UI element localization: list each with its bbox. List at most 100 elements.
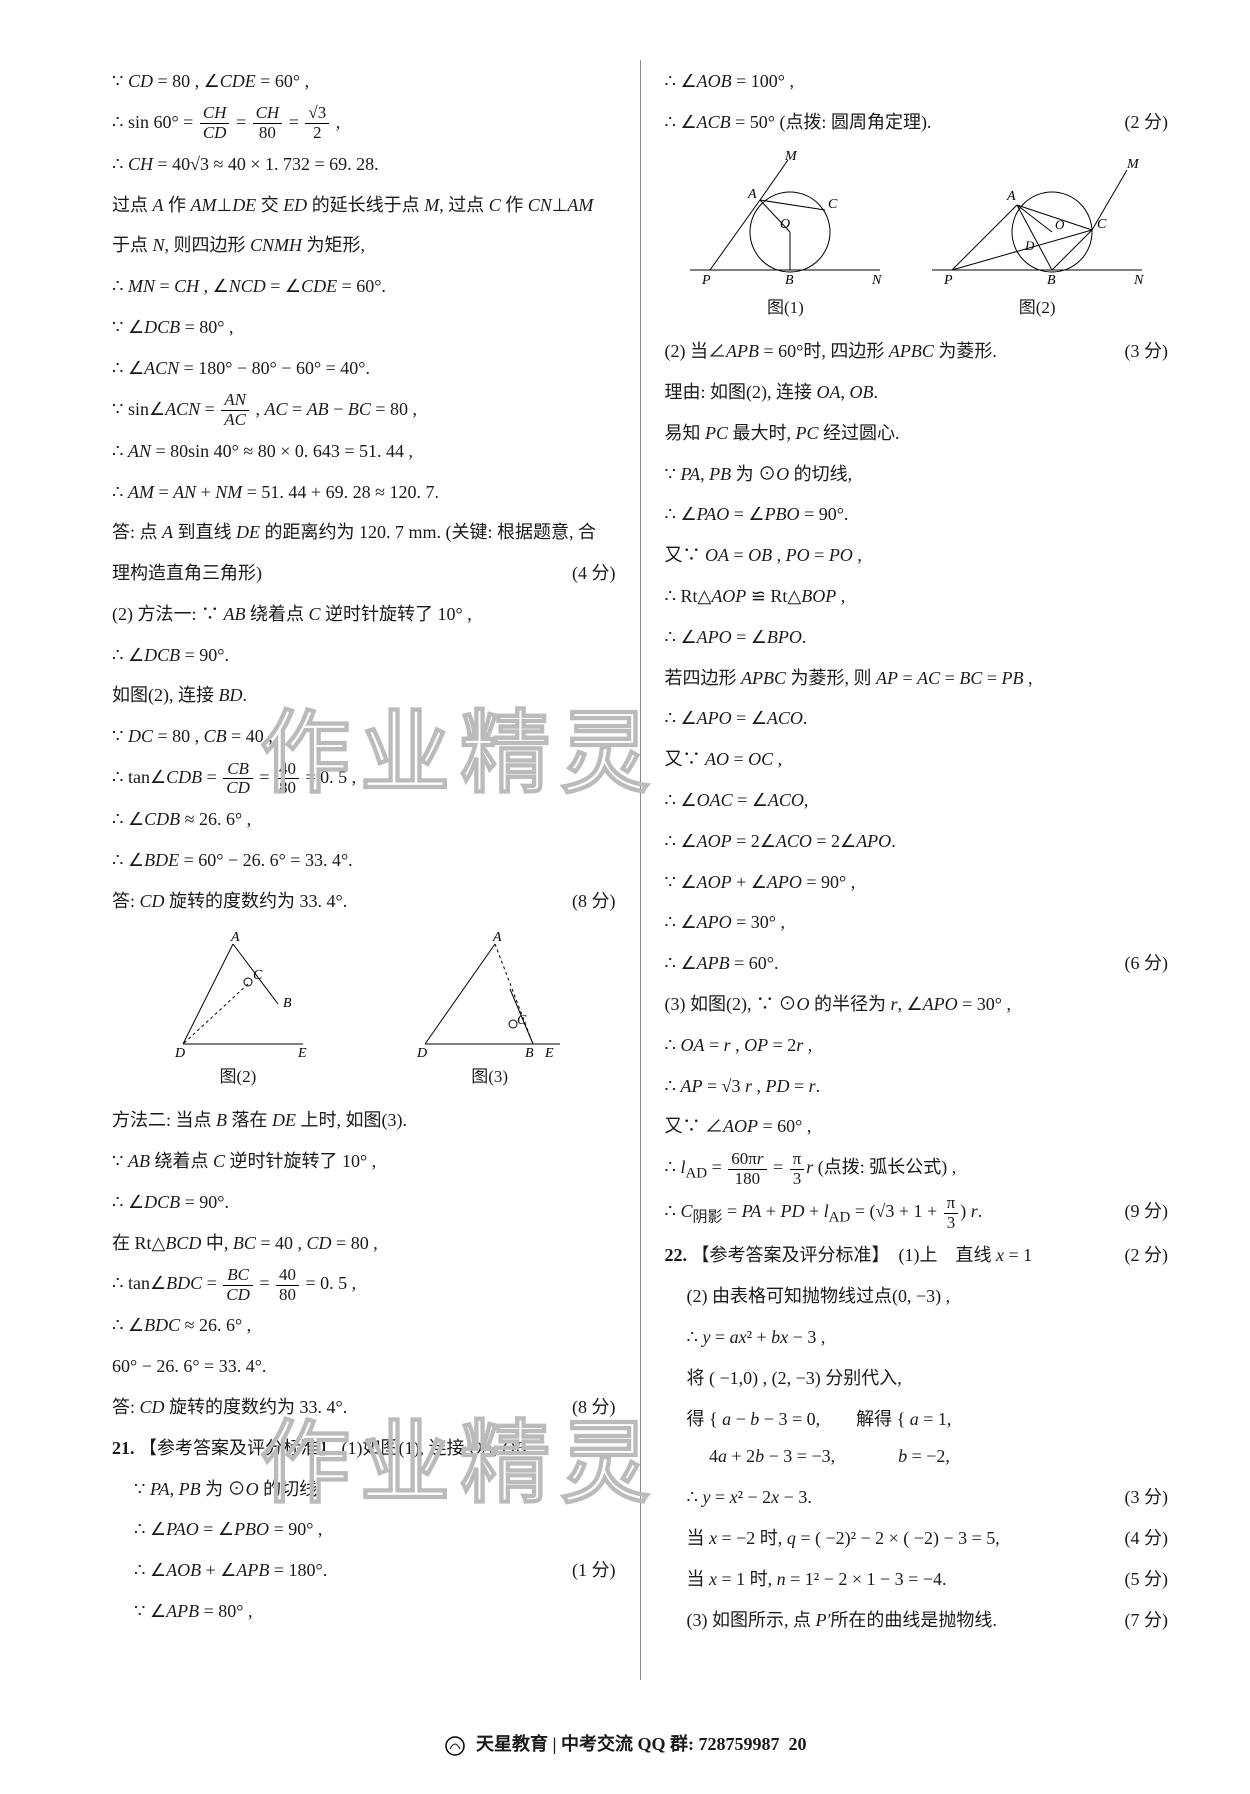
svg-text:C: C bbox=[517, 1013, 527, 1028]
text-line: ∴ ∠APB = 60°.(6 分) bbox=[665, 945, 1169, 983]
question-22: 22. 【参考答案及评分标准】 (1)上 直线 x = 1(2 分) (2) 由… bbox=[665, 1237, 1169, 1639]
text-line: (3) 如图所示, 点 P′所在的曲线是抛物线.(7 分) bbox=[687, 1602, 1169, 1640]
text-line: ∴ ∠OAC = ∠ACO, bbox=[665, 782, 1169, 820]
text-line: ∴ ∠AOB = 100° , bbox=[665, 63, 1169, 101]
q22-heading: 22. 【参考答案及评分标准】 (1)上 直线 x = 1(2 分) bbox=[665, 1237, 1169, 1275]
svg-text:P: P bbox=[943, 273, 953, 288]
svg-text:P: P bbox=[701, 273, 711, 288]
text-line: ∵ ∠APB = 80° , bbox=[134, 1593, 616, 1631]
triangle-diagram-icon: A B C D E bbox=[153, 929, 323, 1059]
fig3-label: 图(3) bbox=[405, 1059, 575, 1095]
text-line: ∴ ∠BDC ≈ 26. 6° , bbox=[112, 1307, 616, 1345]
text-line: (2) 方法一: ∵ AB 绕着点 C 逆时针旋转了 10° , bbox=[112, 596, 616, 634]
text-line: 于点 N, 则四边形 CNMH 为矩形, bbox=[112, 227, 616, 265]
text-line: ∴ Rt△AOP ≌ Rt△BOP , bbox=[665, 578, 1169, 616]
text-line: ∵ PA, PB 为 ⊙O 的切线, bbox=[665, 456, 1169, 494]
circle-rhombus-diagram-icon: M A C O D P B N bbox=[922, 150, 1152, 290]
svg-text:M: M bbox=[1126, 157, 1140, 172]
text-line: ∵ sin∠ACN = ANAC , AC = AB − BC = 80 , bbox=[112, 391, 616, 430]
text-line: 得 { a − b − 3 = 0, 解得 { a = 1, 4a + 2b −… bbox=[687, 1401, 1169, 1477]
text-line: ∵ AB 绕着点 C 逆时针旋转了 10° , bbox=[112, 1143, 616, 1181]
text-line: 易知 PC 最大时, PC 经过圆心. bbox=[665, 415, 1169, 453]
text-line: ∴ tan∠CDB = CBCD = 4080 = 0. 5 , bbox=[112, 759, 616, 798]
logo-icon bbox=[444, 1735, 466, 1757]
text-line: 又∵ ∠AOP = 60° , bbox=[665, 1108, 1169, 1146]
svg-text:N: N bbox=[1133, 273, 1144, 288]
svg-text:E: E bbox=[297, 1046, 307, 1059]
page-number: 20 bbox=[788, 1734, 806, 1754]
footer-brand: 天星教育 bbox=[476, 1734, 548, 1754]
text-line: ∴ AP = √3 r , PD = r. bbox=[665, 1068, 1169, 1106]
svg-text:D: D bbox=[174, 1046, 185, 1059]
text-line: ∴ ∠DCB = 90°. bbox=[112, 1184, 616, 1222]
text-line: (2) 由表格可知抛物线过点(0, −3) , bbox=[687, 1278, 1169, 1316]
svg-text:E: E bbox=[544, 1046, 554, 1059]
text-line: ∴ MN = CH , ∠NCD = ∠CDE = 60°. bbox=[112, 268, 616, 306]
text-line: 方法二: 当点 B 落在 DE 上时, 如图(3). bbox=[112, 1102, 616, 1140]
question-21: 21. 【参考答案及评分标准】 (1)如图(1), 连接 OA, OB. ∵ P… bbox=[112, 1430, 616, 1631]
text-line: 将 ( −1,0) , (2, −3) 分别代入, bbox=[687, 1360, 1169, 1398]
svg-text:B: B bbox=[525, 1046, 534, 1059]
footer-group: 中考交流 QQ 群: 728759987 bbox=[561, 1734, 780, 1754]
page-footer: 天星教育 | 中考交流 QQ 群: 728759987 20 bbox=[0, 1726, 1250, 1764]
figure-2-left: A B C D E 图(2) bbox=[153, 929, 323, 1095]
text-line: ∴ y = x² − 2x − 3.(3 分) bbox=[687, 1479, 1169, 1517]
text-line: ∴ ∠PAO = ∠PBO = 90° , bbox=[134, 1511, 616, 1549]
two-column-layout: ∵ CD = 80 , ∠CDE = 60° ,∴ sin 60° = CHCD… bbox=[100, 60, 1180, 1680]
svg-text:C: C bbox=[1097, 217, 1107, 232]
right-text-block-2: (2) 当∠APB = 60°时, 四边形 APBC 为菱形.(3 分)理由: … bbox=[665, 333, 1169, 1234]
text-line: 当 x = 1 时, n = 1² − 2 × 1 − 3 = −4.(5 分) bbox=[687, 1561, 1169, 1599]
svg-text:D: D bbox=[416, 1046, 427, 1059]
text-line: ∴ ∠CDB ≈ 26. 6° , bbox=[112, 801, 616, 839]
figure-3-left: A C D B E 图(3) bbox=[405, 929, 575, 1095]
text-line: ∵ ∠AOP + ∠APO = 90° , bbox=[665, 864, 1169, 902]
text-line: ∴ ∠APO = ∠ACO. bbox=[665, 700, 1169, 738]
text-line: ∴ lAD = 60πr180 = π3r (点拨: 弧长公式) , bbox=[665, 1149, 1169, 1190]
svg-text:A: A bbox=[230, 930, 240, 945]
text-line: ∵ ∠DCB = 80° , bbox=[112, 309, 616, 347]
text-line: ∴ C阴影 = PA + PD + lAD = (√3 + 1 + π3) r.… bbox=[665, 1193, 1169, 1234]
text-line: 若四边形 APBC 为菱形, 则 AP = AC = BC = PB , bbox=[665, 660, 1169, 698]
svg-text:B: B bbox=[283, 996, 292, 1011]
text-line: 答: 点 A 到直线 DE 的距离约为 120. 7 mm. (关键: 根据题意… bbox=[112, 514, 616, 552]
figure-1-right: M C A O P B N 图(1) bbox=[680, 150, 890, 326]
text-line: ∴ ∠AOP = 2∠ACO = 2∠APO. bbox=[665, 823, 1169, 861]
text-line: 60° − 26. 6° = 33. 4°. bbox=[112, 1348, 616, 1386]
text-line: ∴ AM = AN + NM = 51. 44 + 69. 28 ≈ 120. … bbox=[112, 474, 616, 512]
svg-text:B: B bbox=[785, 273, 794, 288]
text-line: 理由: 如图(2), 连接 OA, OB. bbox=[665, 374, 1169, 412]
text-line: (2) 当∠APB = 60°时, 四边形 APBC 为菱形.(3 分) bbox=[665, 333, 1169, 371]
text-line: ∴ sin 60° = CHCD = CH80 = √32 , bbox=[112, 104, 616, 143]
left-text-block-1: ∵ CD = 80 , ∠CDE = 60° ,∴ sin 60° = CHCD… bbox=[112, 63, 616, 921]
svg-text:N: N bbox=[871, 273, 882, 288]
text-line: ∵ CD = 80 , ∠CDE = 60° , bbox=[112, 63, 616, 101]
text-line: ∴ OA = r , OP = 2r , bbox=[665, 1027, 1169, 1065]
text-line: (3) 如图(2), ∵ ⊙O 的半径为 r, ∠APO = 30° , bbox=[665, 986, 1169, 1024]
text-line: ∴ tan∠BDC = BCCD = 4080 = 0. 5 , bbox=[112, 1265, 616, 1304]
fig1-label-right: 图(1) bbox=[680, 290, 890, 326]
text-line: 过点 A 作 AM⊥DE 交 ED 的延长线于点 M, 过点 C 作 CN⊥AM bbox=[112, 187, 616, 225]
svg-text:A: A bbox=[492, 930, 502, 945]
text-line: 又∵ OA = OB , PO = PO , bbox=[665, 537, 1169, 575]
left-column: ∵ CD = 80 , ∠CDE = 60° ,∴ sin 60° = CHCD… bbox=[100, 60, 641, 1680]
fig2-label-right: 图(2) bbox=[922, 290, 1152, 326]
text-line: ∴ AN = 80sin 40° ≈ 80 × 0. 643 = 51. 44 … bbox=[112, 433, 616, 471]
text-line: 答: CD 旋转的度数约为 33. 4°.(8 分) bbox=[112, 1389, 616, 1427]
circle-tangent-diagram-icon: M C A O P B N bbox=[680, 150, 890, 290]
svg-text:D: D bbox=[1024, 238, 1035, 253]
left-text-block-2: 方法二: 当点 B 落在 DE 上时, 如图(3).∵ AB 绕着点 C 逆时针… bbox=[112, 1102, 616, 1427]
svg-text:O: O bbox=[780, 217, 790, 232]
text-line: ∴ ∠APO = 30° , bbox=[665, 904, 1169, 942]
q21-body: ∵ PA, PB 为 ⊙O 的切线,∴ ∠PAO = ∠PBO = 90° ,∴… bbox=[112, 1471, 616, 1631]
text-line: ∴ y = ax² + bx − 3 , bbox=[687, 1319, 1169, 1357]
footer-sep: | bbox=[553, 1734, 557, 1754]
q22-body: (2) 由表格可知抛物线过点(0, −3) ,∴ y = ax² + bx − … bbox=[665, 1278, 1169, 1639]
text-line: ∴ ∠PAO = ∠PBO = 90°. bbox=[665, 496, 1169, 534]
text-line: 在 Rt△BCD 中, BC = 40 , CD = 80 , bbox=[112, 1225, 616, 1263]
text-line: 如图(2), 连接 BD. bbox=[112, 677, 616, 715]
triangle-diagram-icon: A C D B E bbox=[405, 929, 575, 1059]
fig2-label: 图(2) bbox=[153, 1059, 323, 1095]
text-line: 又∵ AO = OC , bbox=[665, 741, 1169, 779]
svg-text:O: O bbox=[1055, 217, 1065, 232]
q21-heading: 21. 【参考答案及评分标准】 (1)如图(1), 连接 OA, OB. bbox=[112, 1430, 616, 1468]
